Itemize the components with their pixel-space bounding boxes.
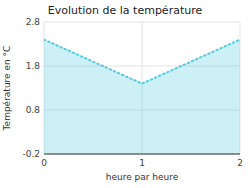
y-tick-label: 1.8 bbox=[26, 61, 41, 71]
x-tick-label: 0 bbox=[41, 158, 47, 168]
x-axis-label: heure par heure bbox=[106, 172, 179, 182]
x-axis-line bbox=[44, 154, 240, 155]
plot-area bbox=[44, 40, 240, 154]
x-tick-label: 2 bbox=[237, 158, 243, 168]
title: Evolution de la température bbox=[48, 4, 203, 17]
chart-container: -0.2 0.8 1.8 2.8 0 1 2 Evolution de la températ… bbox=[0, 0, 250, 188]
area-fill bbox=[44, 40, 240, 154]
x-tick-label: 1 bbox=[139, 158, 145, 168]
y-tick-label: -0.2 bbox=[22, 149, 40, 159]
y-axis-label: Température en °C bbox=[2, 46, 12, 132]
y-tick-label: 0.8 bbox=[26, 105, 41, 115]
area-line bbox=[44, 40, 240, 84]
chart: -0.2 0.8 1.8 2.8 0 1 2 Evolution de la températ… bbox=[0, 0, 250, 188]
y-tick-label: 2.8 bbox=[26, 17, 41, 27]
grid-line-y bbox=[44, 154, 240, 155]
